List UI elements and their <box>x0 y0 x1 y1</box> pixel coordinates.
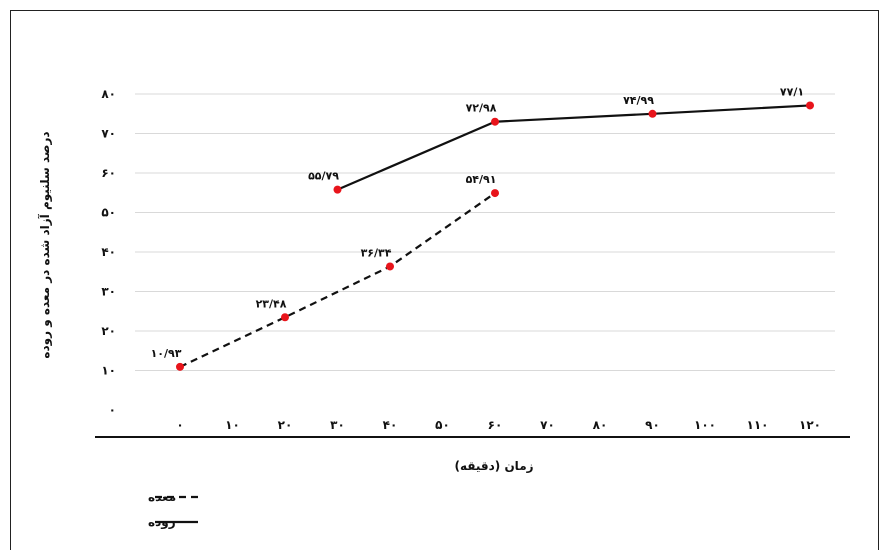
x-tick-label: ۷۰ <box>540 418 555 432</box>
data-point <box>281 313 289 322</box>
data-labels: ۱۰/۹۳ ۲۳/۴۸ ۳۶/۳۴ ۵۴/۹۱ ۵۵/۷۹ ۷۲/۹۸ ۷۴/۹۹ ۷۷/۱ <box>151 85 805 359</box>
y-tick-label: ۷۰ <box>101 127 116 141</box>
legend-label: معده <box>148 490 176 504</box>
y-tick-label: ۳۰ <box>101 285 116 299</box>
x-tick-label: ۶۰ <box>488 418 503 432</box>
y-tick-label: ۵۰ <box>101 206 116 220</box>
x-tick-label: ۴۰ <box>383 418 398 432</box>
x-tick-label: ۵۰ <box>435 418 450 432</box>
y-tick-label: ۱۰ <box>101 364 116 378</box>
y-tick-label: ۲۰ <box>101 324 116 338</box>
x-tick-label: ۰ <box>176 418 183 432</box>
y-tick-label: ۴۰ <box>101 245 116 259</box>
x-tick-label: ۱۰ <box>225 418 240 432</box>
x-axis-title: زمان (دقیقه) <box>454 459 533 473</box>
x-tick-label: ۹۰ <box>645 418 660 432</box>
data-point <box>806 101 814 110</box>
data-label: ۵۴/۹۱ <box>466 173 497 186</box>
data-point <box>176 362 184 371</box>
y-axis-title: درصد سلنیوم آزاد شده در معده و روده <box>37 131 53 358</box>
data-point <box>491 117 499 126</box>
data-label: ۱۰/۹۳ <box>151 347 182 360</box>
y-tick-label: ۰ <box>109 403 116 417</box>
data-point <box>333 185 342 194</box>
series-line-intestine <box>337 104 811 191</box>
y-tick-label: ۸۰ <box>101 87 116 101</box>
y-tick-label: ۶۰ <box>101 166 116 180</box>
series-line-stomach <box>179 192 496 368</box>
x-tick-label: ۳۰ <box>330 418 345 432</box>
chart-frame <box>10 10 879 550</box>
data-label: ۷۲/۹۸ <box>466 102 497 115</box>
legend-label: روده <box>148 515 176 530</box>
data-label: ۲۳/۴۸ <box>256 297 287 310</box>
data-points <box>176 101 814 371</box>
legend: معده روده <box>148 490 198 530</box>
gridlines <box>95 93 850 438</box>
x-tick-label: ۱۰۰ <box>694 418 716 432</box>
x-tick-label: ۲۰ <box>278 418 293 432</box>
x-tick-label: ۱۲۰ <box>799 418 821 432</box>
x-tick-label: ۱۱۰ <box>747 418 769 432</box>
data-label: ۵۵/۷۹ <box>308 170 339 183</box>
data-point <box>386 262 394 271</box>
data-label: ۷۴/۹۹ <box>623 94 654 107</box>
x-tick-label: ۸۰ <box>593 418 608 432</box>
data-label: ۷۷/۱ <box>780 85 804 98</box>
data-label: ۳۶/۳۴ <box>361 246 392 259</box>
data-point <box>491 189 499 198</box>
x-tick-labels: ۰ ۱۰ ۲۰ ۳۰ ۴۰ ۵۰ ۶۰ ۷۰ ۸۰ ۹۰ ۱۰۰ ۱۱۰ ۱۲۰ <box>176 418 821 432</box>
data-point <box>648 109 657 118</box>
series-lines <box>179 104 811 368</box>
y-tick-labels: ۰ ۱۰ ۲۰ ۳۰ ۴۰ ۵۰ ۶۰ ۷۰ ۸۰ <box>101 87 116 417</box>
